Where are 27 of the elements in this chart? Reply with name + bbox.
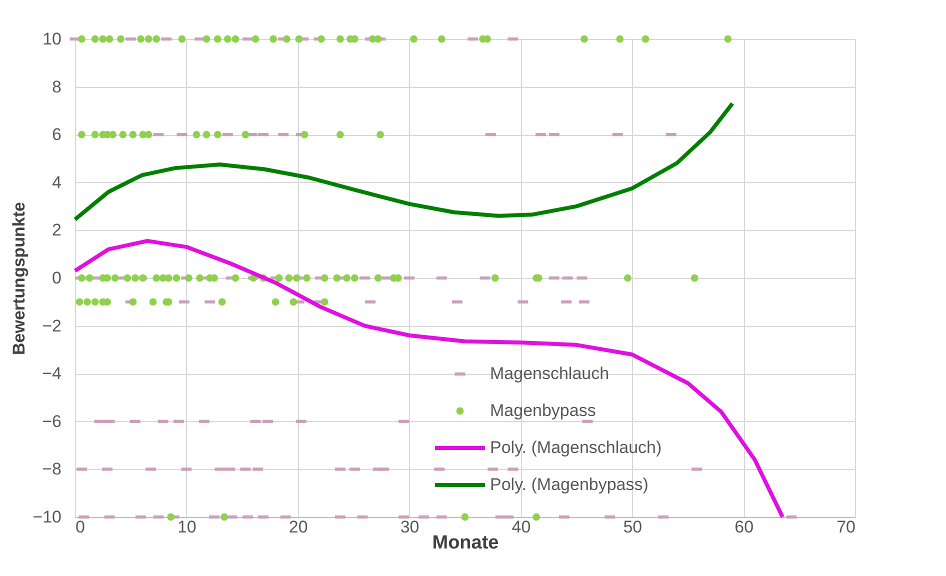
y-axis-title: Bewertungspunkte	[10, 202, 29, 356]
y-tick-label: 6	[52, 125, 62, 144]
y-tick-label: −8	[42, 460, 62, 479]
x-tick-label: 10	[177, 518, 196, 536]
x-tick-label: 60	[734, 518, 754, 536]
line-series	[73, 238, 785, 519]
y-tick-label: −2	[42, 316, 62, 336]
legend-label: Magenschlauch	[490, 364, 610, 383]
legend-label: Poly. (Magenbypass)	[490, 475, 648, 494]
y-tick-label: −10	[32, 508, 62, 526]
y-tick-label: 0	[52, 268, 62, 288]
line-series	[73, 102, 734, 222]
y-tick-label: −4	[42, 364, 62, 384]
x-tick-label: 0	[76, 518, 85, 536]
y-tick-label: 4	[52, 172, 62, 192]
legend-label: Poly. (Magenschlauch)	[490, 438, 662, 457]
x-tick-label: 70	[836, 518, 856, 536]
x-tick-label: 50	[623, 518, 642, 536]
x-tick-label: 40	[512, 518, 531, 536]
y-tick-label: −6	[42, 412, 62, 431]
x-tick-label: 20	[288, 518, 308, 536]
y-tick-label: 8	[52, 77, 62, 96]
x-axis-title: Monate	[432, 532, 499, 554]
legend-label: Magenbypass	[490, 401, 596, 420]
x-tick-label: 30	[400, 518, 420, 536]
y-tick-label: 10	[42, 30, 62, 48]
y-tick-label: 2	[52, 220, 62, 240]
